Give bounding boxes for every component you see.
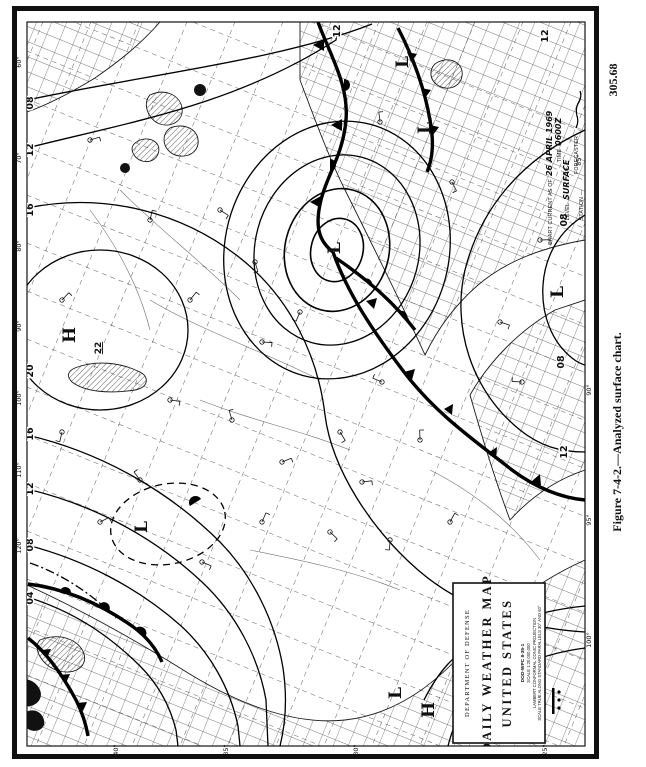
warm-front-pacific: [27, 582, 164, 663]
title-block-scale-note: SCALE TRUE ALONG STANDARD PARALLELS 30° …: [537, 605, 542, 721]
title-block: DEPARTMENT OF DEFENSE DAILY WEATHER MAP …: [452, 574, 546, 752]
gulf-of-st-lawrence-region: [27, 22, 161, 113]
isobar-label: 12: [559, 445, 570, 458]
isobar-label: 16: [25, 203, 36, 217]
title-block-projection: LAMBERT CONFORMAL CONIC PROJECTION: [532, 618, 537, 708]
longitude-label: 90°: [15, 320, 23, 332]
latitude-label: 35°: [222, 744, 230, 756]
latitude-label: 30°: [352, 744, 360, 756]
longitude-label: 60°: [15, 56, 23, 68]
front-symbol-weak-low: [188, 495, 201, 506]
cold-front-northeast: [396, 27, 435, 173]
isobar-label: 16: [25, 427, 36, 441]
dashed-isobar-weak-low: [110, 482, 226, 566]
graticule-labels: 60° 70° 80° 90° 100° 110° 120° 85° 90° 9…: [15, 56, 593, 756]
stationary-front-atlantic: [316, 22, 348, 254]
isobar-label: 08: [559, 213, 570, 227]
great-lakes: [120, 84, 206, 173]
longitude-label: 70°: [15, 152, 23, 164]
isobars: [27, 23, 585, 746]
pressure-center-low-atlantic-2: L: [415, 122, 435, 134]
outer-border: [12, 6, 599, 759]
chart-current-line: CHART CURRENT AS OF26 APRIL 1969: [545, 110, 554, 245]
station-label: STATION —: [579, 189, 585, 220]
meridian-label: 85°: [575, 154, 583, 166]
longitude-label: 100°: [15, 390, 23, 406]
warm-front-branch: [335, 256, 417, 332]
isobar-label: 12: [540, 29, 551, 42]
isobar-label: 12: [25, 482, 36, 495]
isobar-label: 08: [556, 355, 567, 369]
isobar-label: 20: [25, 364, 36, 378]
title-block-title: DAILY WEATHER MAP: [480, 574, 494, 752]
meridian-label: 95°: [585, 514, 593, 526]
isobar-label: 04: [25, 591, 36, 605]
front-symbols-atlantic: [310, 39, 350, 208]
pressure-center-low-rockies: L: [132, 521, 152, 533]
latitude-label: 40°: [112, 744, 120, 756]
pressure-center-low-atlantic-1: L: [393, 56, 413, 68]
pressure-centers: H 22 L L L L L L H: [60, 56, 568, 718]
isobar-label: 12: [25, 143, 36, 156]
latitude-label: 25°: [541, 744, 549, 756]
cold-front-pacific-symbols: [41, 649, 87, 711]
ocean-graticule-regions: [27, 22, 585, 746]
precipitation-shaded-areas: [27, 59, 463, 731]
title-block-department: DEPARTMENT OF DEFENSE: [464, 609, 471, 717]
title-block-subtitle: UNITED STATES: [500, 598, 514, 727]
level-line: LEVELSURFACE: [562, 159, 571, 220]
warm-front-symbols: [364, 278, 408, 320]
pressure-center-high-southwest: H: [419, 702, 439, 718]
meridian-label: 90°: [585, 384, 593, 396]
pressure-center-high-value: 22: [94, 342, 104, 355]
figure-caption: Figure 7-4-2.—Analyzed surface chart.: [610, 332, 624, 531]
forecaster-signature: [575, 90, 582, 129]
pressure-center-low-southwest: L: [386, 687, 406, 699]
warm-front-pacific-symbols: [61, 587, 147, 637]
page-number: 305.68: [606, 64, 620, 97]
pressure-center-low-main: L: [325, 242, 345, 254]
isobar-label: 08: [25, 538, 36, 552]
time-line: TIME0600Z: [554, 118, 563, 163]
chart-current-block: CHART CURRENT AS OF26 APRIL 1969 TIME060…: [545, 90, 585, 245]
longitude-label: 80°: [15, 240, 23, 252]
pressure-center-high: H: [60, 327, 80, 343]
fronts: [27, 22, 585, 737]
cold-front-northeast-symbols: [407, 52, 439, 135]
isobar-around-high: [27, 249, 189, 411]
pressure-center-low-gulf: L: [548, 286, 568, 298]
isobar-label: 12: [332, 24, 343, 37]
forecaster-label: FORECASTER: [574, 136, 580, 174]
longitude-label: 120°: [15, 538, 23, 554]
plotted-ships-legend: [552, 688, 561, 714]
atlantic-ocean-region: [299, 22, 585, 357]
meridian-label: 100°: [585, 632, 593, 648]
isobar-label: 08: [25, 96, 36, 110]
cold-front-symbols: [366, 298, 541, 486]
longitude-label: 110°: [15, 462, 23, 478]
cold-front-main: [331, 251, 585, 502]
title-block-doc-number: DOD-WPC 8-35-1: [520, 643, 526, 682]
title-block-scale: SCALE 1:20,000,000: [526, 643, 531, 683]
title-block-border: [452, 582, 546, 744]
